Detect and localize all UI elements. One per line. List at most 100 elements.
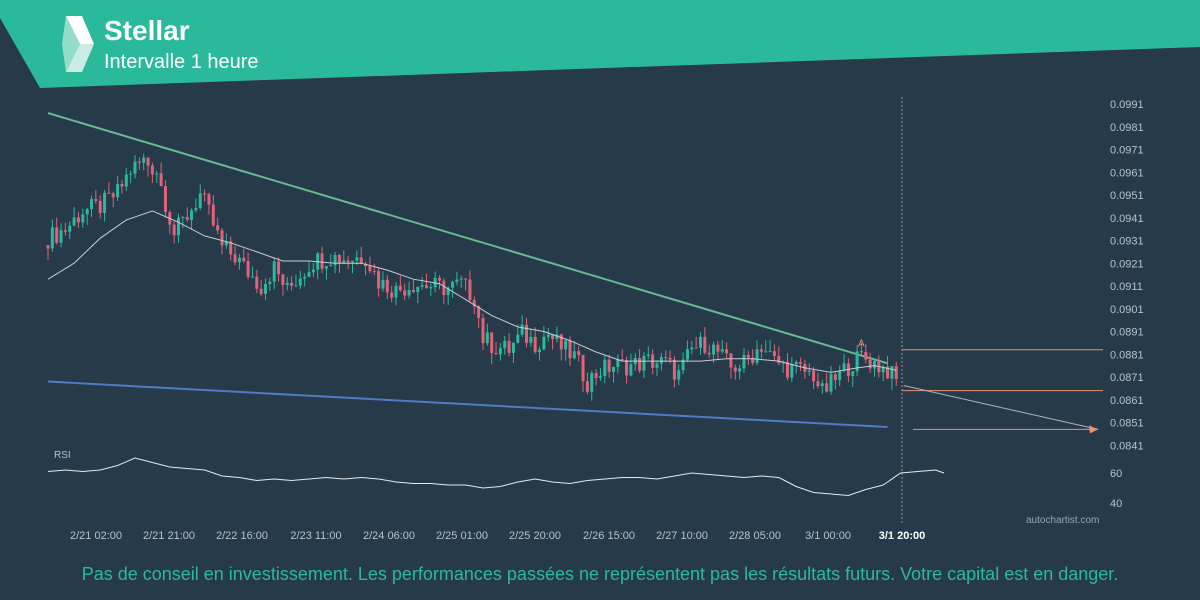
candle-body <box>677 370 681 380</box>
candle-body <box>768 351 772 353</box>
candle-body <box>598 376 602 378</box>
candle-body <box>725 349 729 354</box>
candle-body <box>842 363 846 371</box>
candle-body <box>494 353 498 355</box>
candle-body <box>833 374 837 380</box>
candle-body <box>825 383 829 392</box>
candle-body <box>559 334 563 350</box>
candle-body <box>520 324 524 335</box>
candle-body <box>46 245 50 249</box>
candle-body <box>224 241 228 246</box>
y-axis: 0.0991 0.0981 0.0971 0.0961 0.0951 0.0941 0.09… <box>1110 99 1144 510</box>
support-line <box>47 380 888 429</box>
candle-body <box>612 366 615 372</box>
candle-body <box>155 173 159 175</box>
candle-body <box>81 214 85 223</box>
candle-body <box>190 210 194 220</box>
candle-body <box>764 351 768 353</box>
candle-body <box>511 342 515 353</box>
x-tick-label: 2/21 02:00 <box>70 530 122 542</box>
candle-body <box>359 257 363 264</box>
candle-body <box>394 285 398 298</box>
candle-body <box>59 230 63 243</box>
candle-body <box>816 381 820 387</box>
candle-body <box>403 290 407 296</box>
candle-body <box>216 225 220 231</box>
candle-body <box>298 278 302 286</box>
candle-body <box>342 260 346 263</box>
candle-body <box>255 276 259 289</box>
candle-body <box>303 276 307 279</box>
candle-body <box>264 283 267 294</box>
candle-body <box>672 359 676 380</box>
candle-body <box>150 165 154 175</box>
candle-body <box>307 272 311 277</box>
candle-body <box>377 271 381 289</box>
candle-body <box>755 349 759 363</box>
candle-body <box>794 362 798 365</box>
candle-body <box>807 370 811 372</box>
candle-body <box>525 324 528 343</box>
candle-body <box>829 374 833 392</box>
candle-body <box>873 361 876 369</box>
candle-body <box>85 208 89 215</box>
candle-body <box>699 336 702 348</box>
candle-body <box>424 285 428 289</box>
candle-body <box>655 363 659 368</box>
candle-body <box>203 193 207 195</box>
candle-body <box>607 359 611 372</box>
candle-body <box>603 359 607 377</box>
candle-body <box>329 265 333 267</box>
candle-body <box>385 279 389 293</box>
candle-body <box>398 285 402 291</box>
candle-body <box>324 265 328 269</box>
candle-body <box>485 332 489 344</box>
candle-body <box>181 216 185 218</box>
candle-body <box>838 370 842 380</box>
y-tick-label: 0.0961 <box>1110 167 1144 179</box>
x-tick-label: 2/22 16:00 <box>216 530 268 542</box>
trend-lines <box>47 112 888 429</box>
candle-body <box>490 332 494 354</box>
y-tick-label: 0.0941 <box>1110 213 1144 225</box>
candle-body <box>455 279 459 282</box>
candle-body <box>659 357 663 364</box>
candle-body <box>198 193 202 208</box>
y-tick-label: 0.0931 <box>1110 236 1144 248</box>
candle-body <box>668 357 672 360</box>
candle-body <box>194 207 198 211</box>
candle-body <box>864 351 868 360</box>
candle-body <box>124 174 128 187</box>
candle-body <box>372 271 376 273</box>
header-background <box>0 0 1200 88</box>
candle-body <box>416 286 420 293</box>
candle-body <box>111 193 115 198</box>
candle-body <box>120 183 124 187</box>
candle-body <box>446 287 450 296</box>
candle-body <box>468 279 472 301</box>
candle-body <box>259 288 263 294</box>
candle-body <box>277 261 281 275</box>
candle-body <box>733 367 737 372</box>
candle-body <box>381 279 385 289</box>
candle-body <box>333 254 337 266</box>
candle-body <box>646 354 650 356</box>
candle-body <box>812 370 816 382</box>
candle-body <box>107 192 111 194</box>
candle-body <box>868 359 872 369</box>
interval-subtitle: Intervalle 1 heure <box>104 51 259 73</box>
candle-body <box>72 217 76 226</box>
candle-body <box>459 278 463 280</box>
candle-body <box>507 340 511 353</box>
y-tick-label: 0.0881 <box>1110 349 1144 361</box>
candle-body <box>555 334 559 339</box>
candle-body <box>772 351 776 357</box>
candle-body <box>250 276 254 278</box>
candle-body <box>355 257 359 261</box>
x-axis: 2/21 02:00 2/21 21:00 2/22 16:00 2/23 11:00… <box>70 530 925 542</box>
candle-body <box>481 318 485 344</box>
price-chart: A RSI 0.09910.09810.09710.09610.09510.09… <box>46 97 1144 542</box>
candle-body <box>503 340 507 349</box>
candle-body <box>625 360 629 376</box>
candle-body <box>103 192 107 213</box>
